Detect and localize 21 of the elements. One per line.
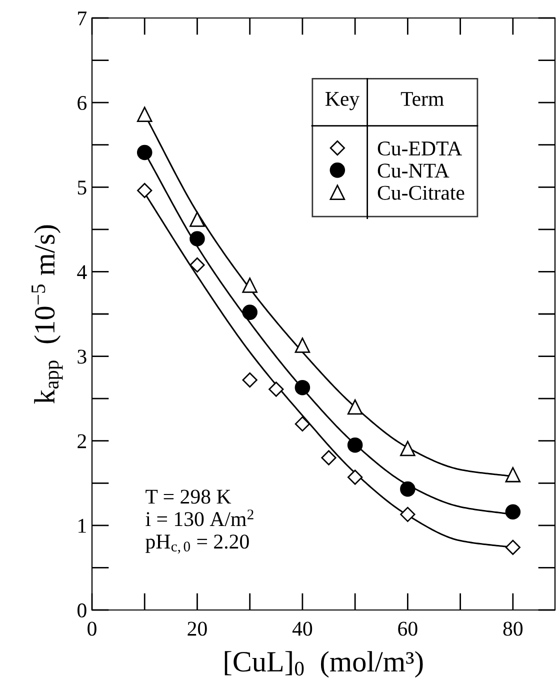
y-tick-label: 0: [78, 603, 86, 618]
x-tick-label: 20: [188, 622, 207, 636]
x-tick-label: 0: [88, 622, 96, 636]
x-tick-label: 60: [398, 622, 418, 636]
legend-title: Key: [326, 92, 360, 110]
y-tick-label: 2: [78, 434, 86, 448]
legend-label: Cu-Citrate: [378, 186, 464, 200]
text: T = 298 K i = 130 A/m$^{2}$ pH$_{c,0}$ = 2.20: [146, 490, 254, 554]
x-tick-label: 80: [503, 622, 523, 636]
y-tick-label: 3: [78, 350, 86, 364]
annotation: Term: [400, 92, 444, 106]
y-tick-label: 6: [78, 96, 87, 110]
x-tick-label: 40: [292, 622, 312, 636]
y-tick-label: 7: [78, 12, 87, 26]
legend-label: Cu-NTA: [378, 164, 450, 178]
x-axis-title: [CuL]$_{0}$ (mol/m³): [224, 651, 423, 678]
y-tick-label: 1: [78, 518, 86, 533]
y-axis-title: k$_{app}$ (10$^{−5}$ m/s): [32, 225, 63, 404]
legend-label: Cu-EDTA: [378, 142, 462, 156]
y-tick-label: 5: [78, 180, 86, 195]
y-tick-label: 4: [77, 265, 87, 279]
